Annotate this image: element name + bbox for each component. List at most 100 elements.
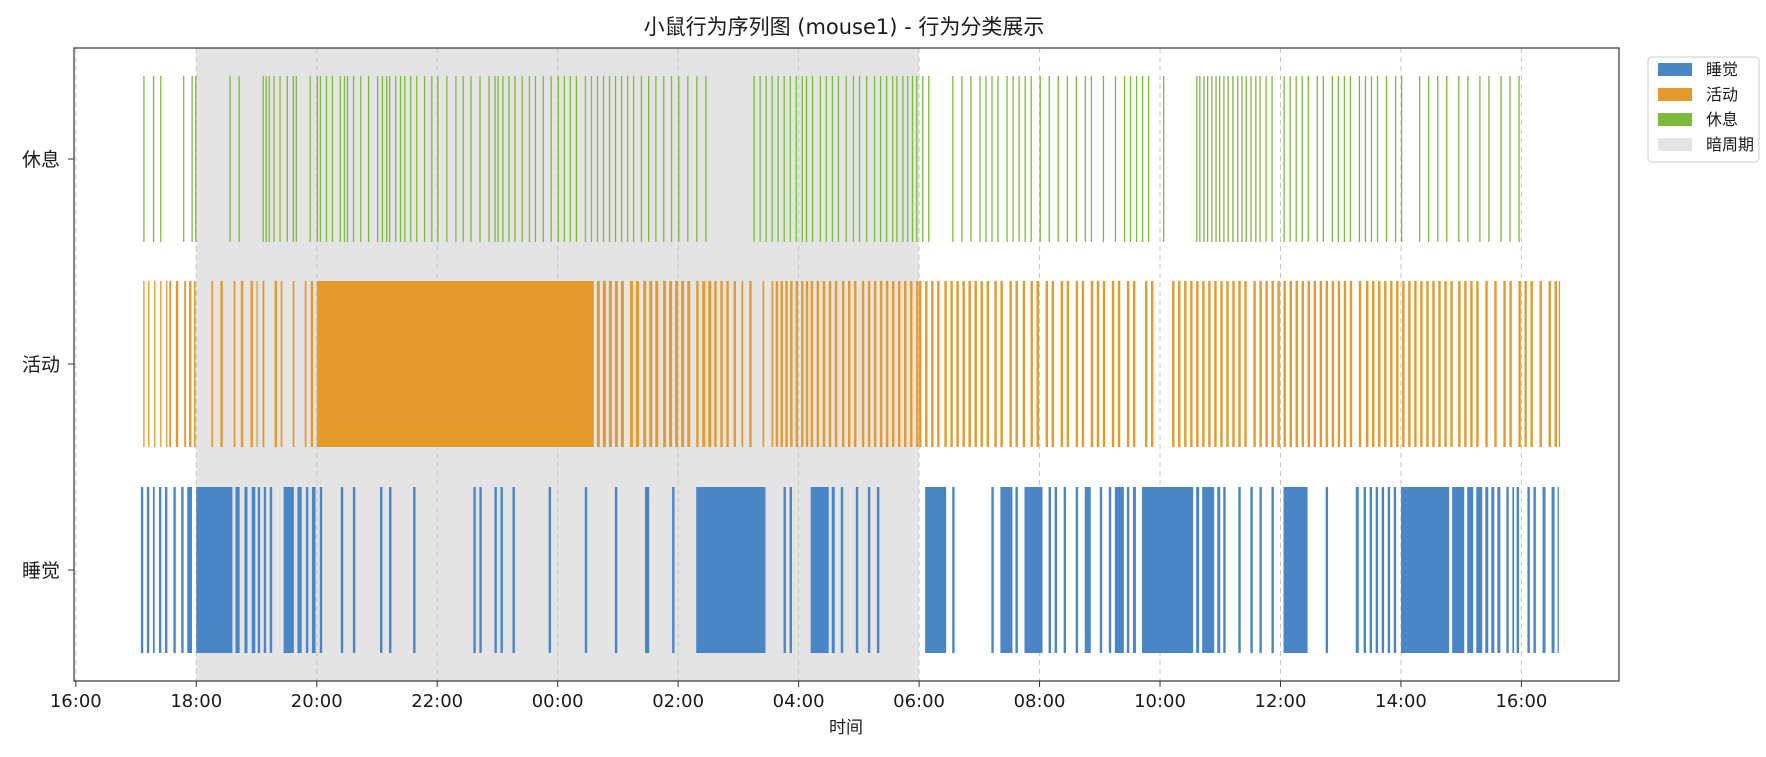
event-bar <box>777 76 779 242</box>
event-bar <box>1551 487 1555 653</box>
event-bar <box>339 76 341 242</box>
event-bar <box>1438 281 1441 447</box>
event-bar <box>1009 281 1012 447</box>
event-bar <box>1325 487 1329 653</box>
event-bar <box>195 76 197 242</box>
event-bar <box>1163 76 1165 242</box>
event-bar <box>1063 487 1067 653</box>
event-bar <box>801 281 804 447</box>
event-bar <box>795 281 799 447</box>
event-bar <box>1313 281 1317 447</box>
event-bar <box>346 76 349 242</box>
event-bar <box>534 76 537 242</box>
event-bar <box>269 487 273 653</box>
event-bar <box>1114 487 1124 653</box>
event-bar <box>1530 281 1533 447</box>
event-bar <box>262 281 265 447</box>
event-bar <box>1244 281 1247 447</box>
x-tick-label: 18:00 <box>170 691 222 712</box>
event-bar <box>854 281 857 447</box>
event-bar <box>1557 487 1559 653</box>
event-bar <box>620 76 623 242</box>
event-bar <box>608 281 612 447</box>
event-bar <box>1485 487 1489 653</box>
event-bar <box>1476 487 1483 653</box>
event-bar <box>1223 487 1226 653</box>
event-bar <box>1245 76 1247 242</box>
event-bar <box>950 281 953 447</box>
event-bar <box>1349 76 1352 242</box>
event-bar <box>805 281 809 447</box>
event-bar <box>1458 76 1460 242</box>
x-axis-label: 时间 <box>829 718 863 738</box>
event-bar <box>262 76 264 242</box>
event-bar <box>928 76 930 242</box>
event-bar <box>1331 281 1335 447</box>
event-bar <box>1265 281 1268 447</box>
event-bar <box>1208 281 1211 447</box>
event-bar <box>1051 281 1055 447</box>
event-bar <box>1048 487 1051 653</box>
event-bar <box>367 76 370 242</box>
x-tick-label: 20:00 <box>291 691 343 712</box>
legend-label: 休息 <box>1706 110 1738 129</box>
event-bar <box>1238 281 1241 447</box>
event-bar <box>1289 281 1292 447</box>
event-bar <box>311 487 316 653</box>
event-bar <box>1518 76 1520 242</box>
event-bar <box>614 281 618 447</box>
event-bar <box>891 281 895 447</box>
event-bar <box>584 487 588 653</box>
event-bar <box>805 76 808 242</box>
event-bar <box>1250 76 1252 242</box>
y-tick-label: 活动 <box>22 354 60 376</box>
event-bar <box>961 76 963 242</box>
event-bar <box>1202 487 1215 653</box>
event-bar <box>1343 281 1347 447</box>
event-bar <box>775 281 779 447</box>
event-bar <box>160 76 162 242</box>
event-bar <box>640 76 643 242</box>
event-bar <box>154 281 156 447</box>
event-bar <box>1307 281 1310 447</box>
event-bar <box>265 76 267 242</box>
event-bar <box>1322 76 1324 242</box>
event-bar <box>389 76 391 242</box>
event-bar <box>1144 281 1148 447</box>
event-bar <box>563 76 566 242</box>
event-bar <box>645 487 650 653</box>
event-bar <box>1207 76 1209 242</box>
event-bar <box>1363 487 1367 653</box>
event-bar <box>1237 76 1239 242</box>
event-bar <box>608 76 611 242</box>
event-bar <box>1217 487 1221 653</box>
event-bar <box>166 281 168 447</box>
event-bar <box>158 487 162 653</box>
event-bar <box>1387 487 1391 653</box>
event-bar <box>789 487 792 653</box>
event-bar <box>1271 76 1273 242</box>
event-bar <box>1464 281 1467 447</box>
x-tick-label: 16:00 <box>1495 691 1547 712</box>
event-bar <box>1444 281 1447 447</box>
event-bar <box>1307 76 1309 242</box>
legend-swatch <box>1658 88 1692 101</box>
event-bar <box>1500 76 1502 242</box>
event-bar <box>1393 487 1397 653</box>
event-bar <box>1364 76 1367 242</box>
event-bar <box>494 487 497 653</box>
event-bar <box>343 76 346 242</box>
event-bar <box>1283 281 1286 447</box>
event-bar <box>596 281 600 447</box>
event-bar <box>251 487 256 653</box>
event-bar <box>494 76 496 242</box>
event-bar <box>997 76 999 242</box>
event-bar <box>189 281 192 447</box>
event-bar <box>1232 281 1235 447</box>
event-bar <box>462 76 464 242</box>
x-tick-label: 10:00 <box>1134 691 1186 712</box>
event-bar <box>1491 487 1495 653</box>
